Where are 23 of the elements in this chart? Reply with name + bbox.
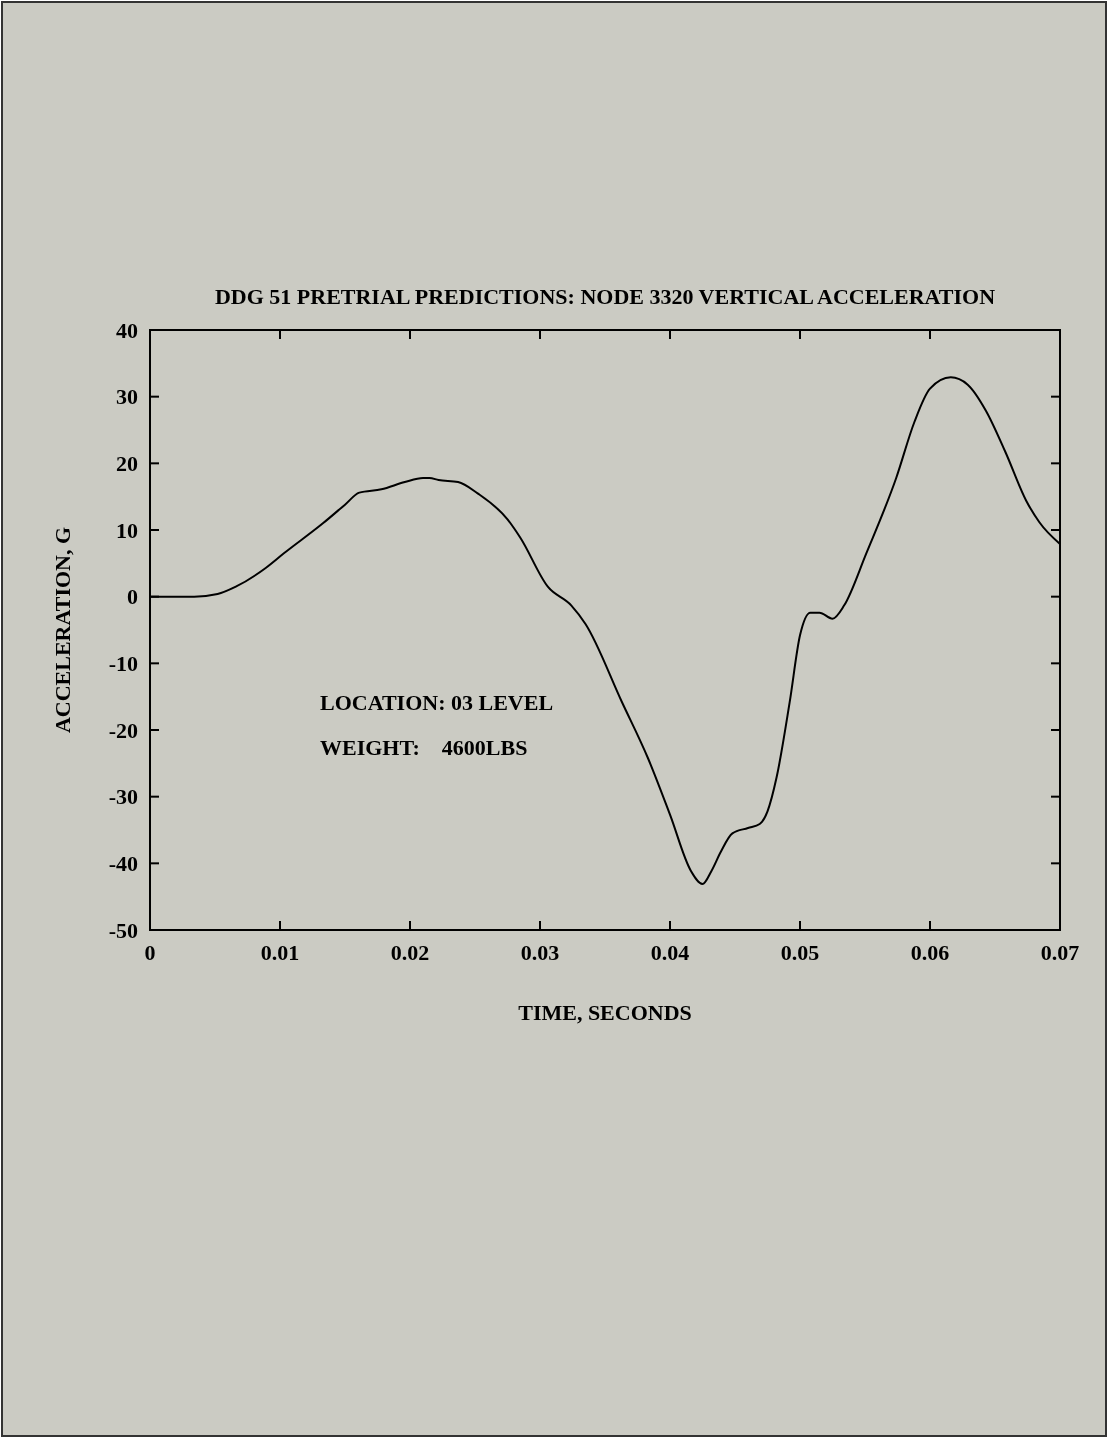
y-tick-label: -10 [108, 651, 138, 677]
annotation: WEIGHT: 4600LBS [320, 735, 528, 760]
x-tick-label: 0.06 [910, 940, 950, 965]
x-tick-label: 0.01 [260, 940, 300, 965]
x-axis-title: TIME, SECONDS [518, 1000, 692, 1025]
x-tick-label: 0.04 [650, 940, 690, 965]
y-axis-title: ACCELERATION, G [50, 526, 75, 734]
y-tick-label: 40 [116, 317, 138, 343]
y-tick-label: 10 [116, 517, 138, 543]
annotation: LOCATION: 03 LEVEL [320, 690, 554, 715]
chart-title: DDG 51 PRETRIAL PREDICTIONS: NODE 3320 VERTICAL ACCELERATION [214, 284, 996, 309]
y-tick-label: 30 [116, 384, 138, 410]
y-tick-label: -40 [108, 851, 138, 877]
y-tick-label: 20 [116, 451, 138, 477]
x-tick-label: 0.07 [1040, 940, 1080, 965]
y-tick-label: -30 [108, 784, 138, 810]
y-tick-label: -20 [108, 717, 138, 743]
x-tick-label: 0.03 [520, 940, 560, 965]
y-tick-label: -50 [108, 917, 138, 943]
y-tick-label: 0 [127, 584, 138, 610]
x-tick-label: 0 [144, 940, 156, 965]
x-tick-label: 0.05 [780, 940, 820, 965]
x-tick-label: 0.02 [390, 940, 430, 965]
